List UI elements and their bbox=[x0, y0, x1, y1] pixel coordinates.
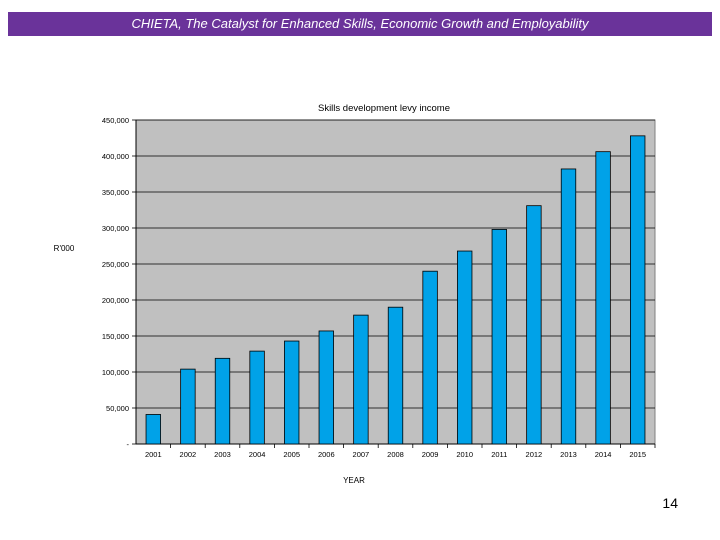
bar bbox=[630, 135, 646, 445]
x-tick-label: 2015 bbox=[629, 450, 646, 459]
x-tick-label: 2002 bbox=[180, 450, 197, 459]
bar bbox=[214, 357, 231, 445]
y-tick-label: 50,000 bbox=[106, 404, 129, 413]
bar bbox=[249, 350, 265, 445]
x-tick-label: 2012 bbox=[526, 450, 543, 459]
x-tick-label: 2010 bbox=[456, 450, 473, 459]
x-tick-label: 2009 bbox=[422, 450, 439, 459]
x-tick-label: 2001 bbox=[145, 450, 162, 459]
y-tick-label: 150,000 bbox=[102, 332, 129, 341]
bar bbox=[387, 306, 404, 445]
bar bbox=[526, 205, 542, 445]
bar bbox=[457, 250, 473, 445]
y-tick-label: 100,000 bbox=[102, 368, 129, 377]
bar bbox=[560, 168, 577, 445]
bar bbox=[180, 368, 196, 445]
bar bbox=[595, 151, 611, 445]
y-tick-label: 200,000 bbox=[102, 296, 129, 305]
y-axis-label: R'000 bbox=[54, 244, 75, 253]
x-tick-label: 2003 bbox=[214, 450, 231, 459]
x-tick-label: 2014 bbox=[595, 450, 612, 459]
x-axis-label: YEAR bbox=[343, 476, 365, 485]
y-tick-label: 300,000 bbox=[102, 224, 129, 233]
bar bbox=[353, 314, 369, 445]
x-tick-label: 2004 bbox=[249, 450, 266, 459]
y-tick-label: 400,000 bbox=[102, 152, 129, 161]
x-tick-label: 2013 bbox=[560, 450, 577, 459]
slide-banner-title: CHIETA, The Catalyst for Enhanced Skills… bbox=[8, 12, 712, 36]
x-tick-label: 2008 bbox=[387, 450, 404, 459]
x-tick-label: 2011 bbox=[491, 450, 507, 459]
x-tick-label: 2006 bbox=[318, 450, 335, 459]
y-tick-label: - bbox=[127, 440, 130, 449]
chart-title: Skills development levy income bbox=[318, 103, 450, 114]
bar bbox=[284, 340, 300, 445]
y-tick-label: 450,000 bbox=[102, 116, 129, 125]
bar bbox=[318, 330, 334, 445]
x-tick-label: 2007 bbox=[353, 450, 370, 459]
bar bbox=[491, 229, 507, 445]
x-tick-label: 2005 bbox=[283, 450, 300, 459]
bar bbox=[145, 414, 161, 445]
y-tick-label: 250,000 bbox=[102, 260, 129, 269]
y-tick-label: 350,000 bbox=[102, 188, 129, 197]
page-number: 14 bbox=[662, 495, 678, 511]
bar bbox=[422, 270, 438, 445]
